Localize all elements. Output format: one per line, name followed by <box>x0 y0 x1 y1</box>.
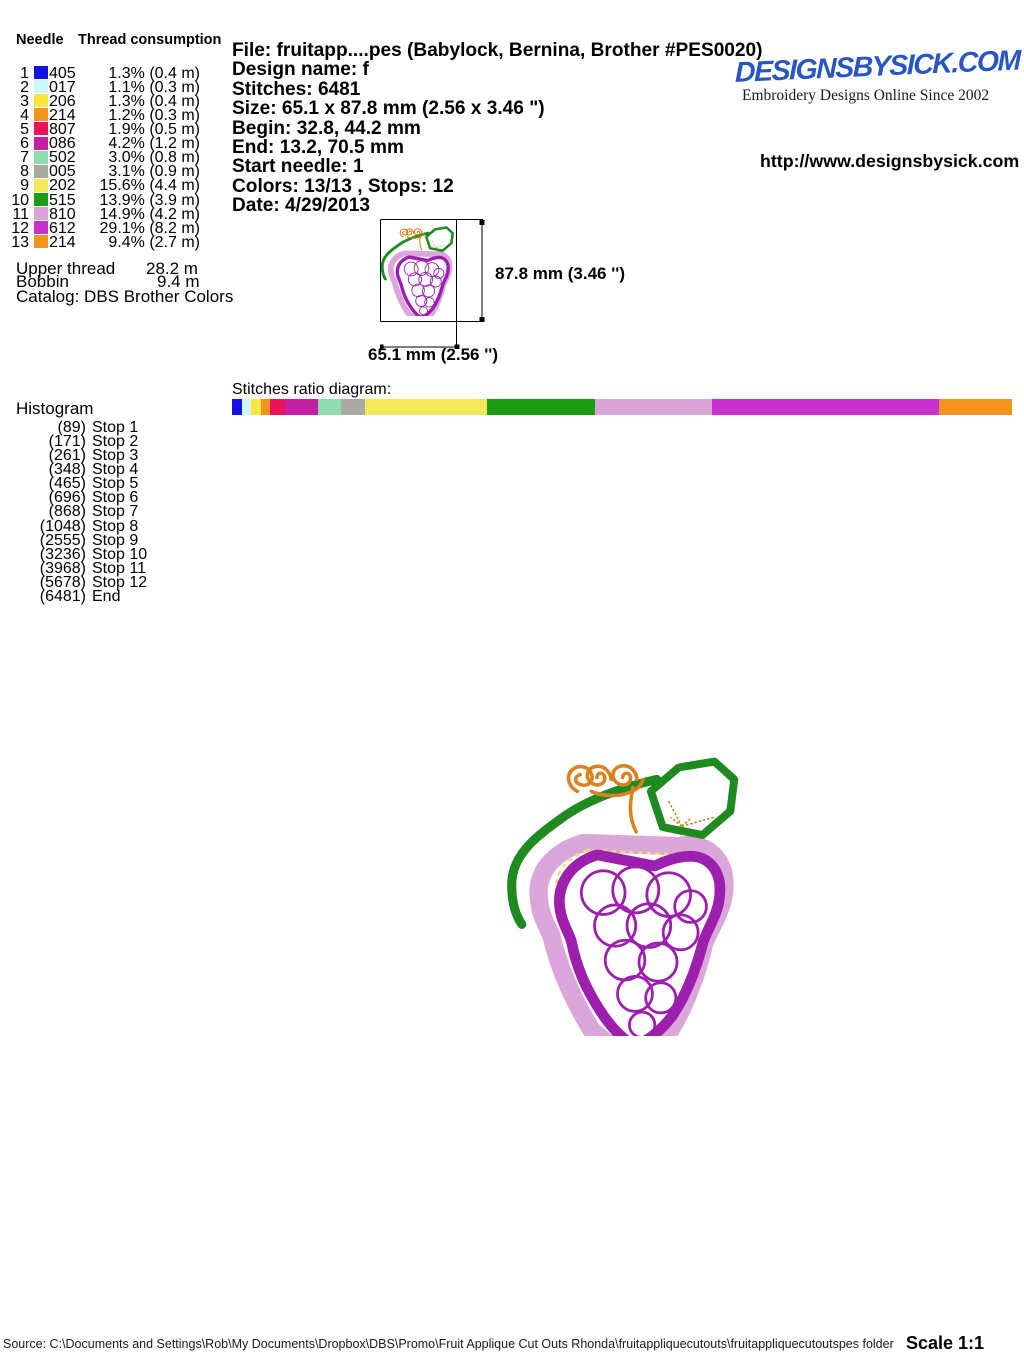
svg-text:DESIGNSBYSICK.COM: DESIGNSBYSICK.COM <box>735 48 1022 89</box>
